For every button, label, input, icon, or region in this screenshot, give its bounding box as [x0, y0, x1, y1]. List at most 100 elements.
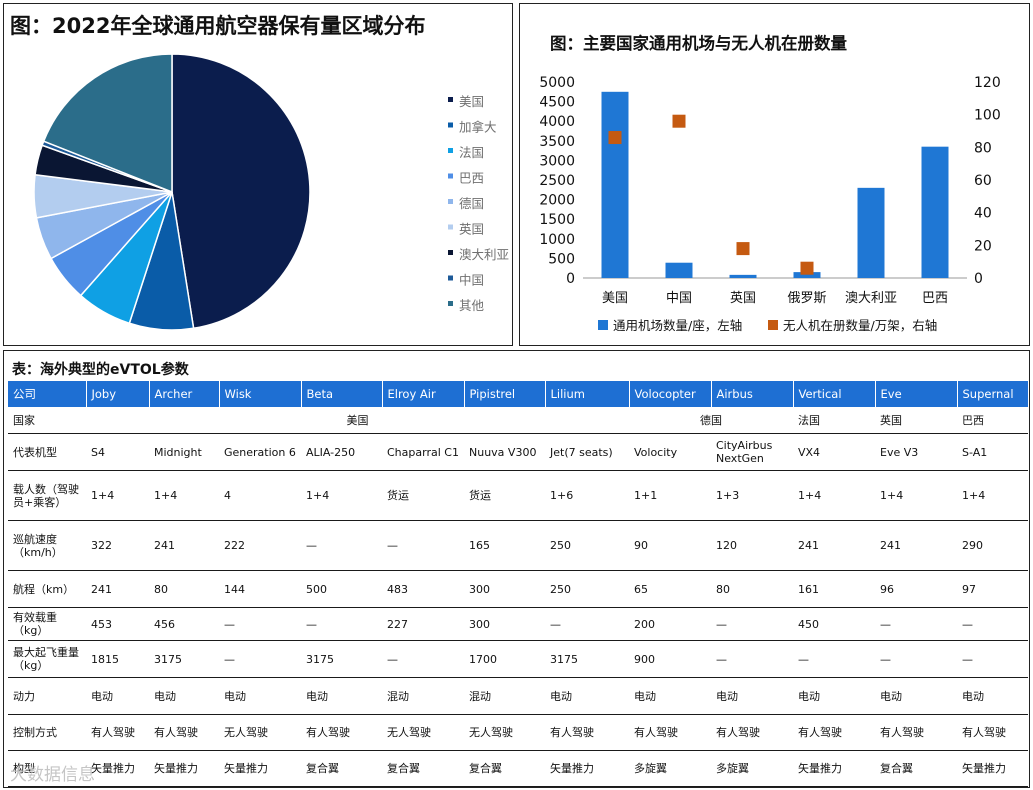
x-tick-label: 中国 — [666, 291, 692, 306]
table-cell: 电动 — [86, 677, 149, 716]
legend-label-airports: 通用机场数量/座，左轴 — [613, 318, 742, 333]
table-cell: 有人驾驶 — [301, 714, 382, 752]
pie-legend-label: 其他 — [459, 298, 485, 313]
row-label: 控制方式 — [8, 714, 86, 752]
y-right-tick-label: 120 — [974, 75, 1001, 91]
y-left-tick-label: 2500 — [539, 173, 575, 189]
table-cell: 电动 — [545, 677, 629, 716]
country-cell: 美国 — [86, 407, 629, 435]
evtol-params-table: 公司 Joby Archer Wisk Beta Elroy Air Pipistrel Li… — [8, 381, 1029, 788]
y-left-tick-label: 0 — [566, 271, 575, 287]
table-header-company: Beta — [301, 381, 383, 407]
table-cell: 241 — [875, 520, 957, 572]
x-tick-label: 澳大利亚 — [845, 290, 897, 306]
y-left-tick-label: 4500 — [539, 95, 575, 111]
pie-legend-label: 澳大利亚 — [459, 247, 509, 262]
table-header-corner: 公司 — [8, 381, 87, 407]
y-left-tick-label: 3000 — [539, 153, 575, 169]
table-cell: CityAirbus NextGen — [711, 433, 793, 472]
row-label: 国家 — [8, 407, 86, 435]
table-cell: Volocity — [629, 433, 711, 472]
table-cell: — — [545, 607, 629, 642]
table-cell: — — [711, 607, 793, 642]
table-cell: 电动 — [875, 677, 957, 716]
table-cell: 无人驾驶 — [382, 714, 464, 752]
table-cell: 电动 — [219, 677, 301, 716]
table-cell: 96 — [875, 570, 957, 609]
table-cell: 有人驾驶 — [149, 714, 219, 752]
table-row: 航程（km） 241 80 144 500 483 300 250 65 80 161 96 97 — [8, 570, 1028, 609]
table-cell: 电动 — [149, 677, 219, 716]
x-tick-label: 美国 — [602, 291, 628, 306]
table-cell: 65 — [629, 570, 711, 609]
bar-airports-5 — [857, 187, 885, 278]
table-cell: 有人驾驶 — [875, 714, 957, 752]
pie-legend-label: 加拿大 — [459, 120, 497, 135]
bar-chart-title: 图：主要国家通用机场与无人机在册数量 — [550, 34, 847, 53]
table-cell: Jet(7 seats) — [545, 433, 629, 472]
table-cell: 120 — [711, 520, 793, 572]
table-cell: 1+4 — [875, 470, 957, 522]
table-cell: 有人驾驶 — [629, 714, 711, 752]
pie-chart-panel: 图：2022年全球通用航空器保有量区域分布 美国 加拿大 法国 巴西 德国 英国 澳大利亚中… — [3, 3, 513, 346]
table-cell: — — [957, 640, 1028, 679]
table-cell: 多旋翼 — [629, 750, 711, 788]
table-cell: 矢量推力 — [86, 750, 149, 788]
pie-legend-label: 巴西 — [459, 171, 484, 186]
y-left-tick-label: 1000 — [539, 232, 575, 248]
table-cell: 90 — [629, 520, 711, 572]
table-cell: 161 — [793, 570, 875, 609]
watermark: 大数据信息 — [10, 765, 95, 785]
table-cell: 有人驾驶 — [86, 714, 149, 752]
pie-legend-label: 美国 — [459, 94, 484, 109]
table-cell: 241 — [793, 520, 875, 572]
y-left-tick-label: 4000 — [539, 114, 575, 130]
table-cell: 矢量推力 — [545, 750, 629, 788]
y-right-tick-label: 80 — [974, 140, 992, 156]
pie-legend-swatch — [448, 199, 453, 204]
bar-airports-6 — [921, 146, 949, 278]
table-cell: 有人驾驶 — [545, 714, 629, 752]
x-tick-label: 英国 — [730, 291, 756, 306]
table-cell: Midnight — [149, 433, 219, 472]
pie-legend-swatch — [448, 97, 453, 102]
table-cell: 有人驾驶 — [711, 714, 793, 752]
table-row: 有效载重（kg） 453 456— —227 300—200—450— — — [8, 607, 1028, 642]
table-cell: 1+6 — [545, 470, 629, 522]
table-cell: 复合翼 — [875, 750, 957, 788]
table-cell: 1+3 — [711, 470, 793, 522]
table-header-company: Volocopter — [629, 381, 712, 407]
row-label: 有效载重（kg） — [8, 607, 86, 642]
y-right-tick-label: 20 — [974, 238, 992, 254]
table-cell: ALIA-250 — [301, 433, 382, 472]
y-left-tick-label: 1500 — [539, 212, 575, 228]
table-cell: 3175 — [545, 640, 629, 679]
point-drones-1 — [608, 131, 622, 145]
table-cell: 复合翼 — [382, 750, 464, 788]
table-cell: 300 — [464, 570, 545, 609]
table-cell: 456 — [149, 607, 219, 642]
table-cell: S4 — [86, 433, 149, 472]
table-cell: 3175 — [149, 640, 219, 679]
table-cell: — — [382, 520, 464, 572]
table-cell: 矢量推力 — [957, 750, 1028, 788]
table-cell: 144 — [219, 570, 301, 609]
table-cell: 电动 — [793, 677, 875, 716]
table-header-row: 公司 Joby Archer Wisk Beta Elroy Air Pipistrel Li… — [8, 381, 1029, 407]
evtol-table-panel: 表：海外典型的eVTOL参数 公司 Joby Archer Wisk Beta Elroy… — [3, 350, 1030, 788]
bar-chart: 0500100015002000250030003500400045005000… — [539, 75, 1001, 333]
pie-legend-swatch — [448, 275, 453, 281]
legend-swatch-drones — [768, 320, 778, 330]
pie-chart-title: 图：2022年全球通用航空器保有量区域分布 — [10, 14, 426, 38]
table-cell: 250 — [545, 520, 629, 572]
pie-legend-swatch — [448, 250, 453, 255]
bar-airports-3 — [729, 274, 757, 278]
table-cell: — — [793, 640, 875, 679]
table-row: 巡航速度（km/h） 322 241 222— —165 250 90 120 241 241 29… — [8, 520, 1028, 572]
table-cell: 3175 — [301, 640, 382, 679]
legend-label-drones: 无人机在册数量/万架，右轴 — [783, 318, 937, 333]
table-header-company: Airbus — [711, 381, 794, 407]
pie-legend-label: 中国 — [459, 273, 484, 288]
table-cell: 混动 — [464, 677, 545, 716]
